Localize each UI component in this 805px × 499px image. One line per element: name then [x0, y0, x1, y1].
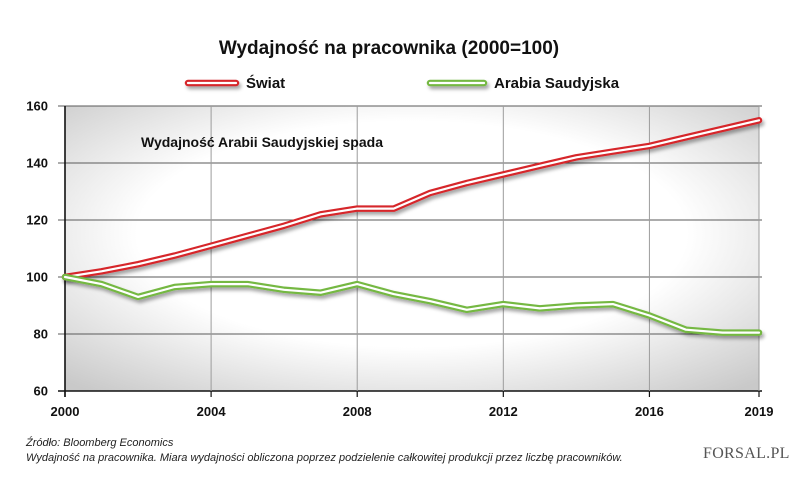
y-axis-tick-labels: 160 140 120 100 80 60	[26, 99, 48, 399]
series-line-swiat-highlight	[63, 119, 761, 279]
y-tick-label: 100	[26, 270, 48, 285]
x-tick-label: 2008	[343, 404, 372, 419]
chart-title: Wydajność na pracownika (2000=100)	[219, 38, 559, 59]
x-tick-label: 2016	[635, 404, 664, 419]
legend: Świat Arabia Saudyjska	[184, 74, 620, 92]
series-arabia-saudyjska	[61, 273, 763, 336]
source-note: Źródło: Bloomberg Economics	[25, 436, 174, 449]
chart-annotation: Wydajność Arabii Saudyjskiej spada	[141, 134, 383, 150]
series-swiat	[61, 117, 763, 281]
gridlines	[58, 105, 762, 397]
x-axis-tick-labels: 2000 2004 2008 2012 2016 2019	[51, 404, 774, 419]
series-line-arabia-saudyjska-highlight	[63, 275, 761, 334]
legend-label-arabia-saudyjska: Arabia Saudyjska	[494, 75, 620, 92]
x-tick-label: 2012	[489, 404, 518, 419]
series-lines	[61, 117, 763, 336]
publisher-logo: FORSAL.PL	[703, 445, 790, 462]
x-tick-label: 2000	[51, 404, 80, 419]
legend-item-swiat: Świat	[184, 74, 285, 92]
y-tick-label: 80	[34, 327, 48, 342]
x-tick-label: 2019	[745, 404, 774, 419]
y-tick-label: 60	[34, 384, 48, 399]
y-tick-label: 120	[26, 213, 48, 228]
plot-area	[65, 106, 759, 391]
y-tick-label: 140	[26, 156, 48, 171]
y-tick-label: 160	[26, 99, 48, 114]
definition-note: Wydajność na pracownika. Miara wydajnośc…	[26, 452, 623, 464]
x-tick-label: 2004	[197, 404, 227, 419]
legend-label-swiat: Świat	[246, 74, 285, 92]
legend-item-arabia-saudyjska: Arabia Saudyjska	[426, 75, 620, 92]
